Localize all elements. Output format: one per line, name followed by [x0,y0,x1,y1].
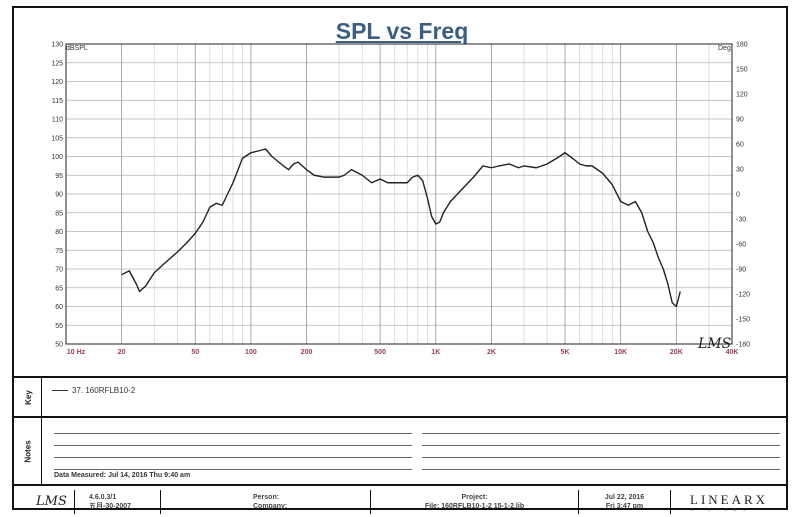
x-tick-label: 100 [245,349,257,356]
x-tick-label: 20K [670,349,683,356]
y-left-tick-label: 115 [52,98,63,105]
notes-line [54,433,412,434]
person-label: Person: [253,494,280,501]
y-left-unit-label: dBSPL [66,45,88,52]
y-left-tick-label: 90 [55,192,63,199]
y-right-tick-label: 0 [736,192,740,199]
y-right-tick-label: -30 [736,217,746,224]
linearx-logo: LINEARX [690,492,769,507]
y-left-tick-label: 80 [55,229,63,236]
y-left-tick-label: 120 [51,79,63,86]
y-right-tick-label: -120 [736,292,750,299]
y-left-tick-label: 85 [55,210,63,217]
y-left-tick-label: 95 [55,173,63,180]
y-right-tick-label: 60 [736,142,744,149]
x-tick-label: 5K [561,349,570,356]
spl-series-line [121,148,681,308]
y-left-tick-label: 65 [55,285,63,292]
notes-section-label: Notes [16,418,42,484]
notes-line [54,469,412,470]
chart-title: SPL vs Freq [335,18,469,44]
y-left-tick-label: 105 [51,135,63,142]
y-left-tick-label: 110 [52,117,63,124]
y-right-tick-label: -150 [736,317,750,324]
legend-section-label: Key [16,378,42,416]
x-tick-label: 500 [374,349,386,356]
divider-legend [14,376,786,378]
person-cell: Person: Company: [160,490,370,514]
notes-line [54,445,412,446]
date-cell: Jul 22, 2016 Fri 3:47 pm [578,490,670,514]
y-right-tick-label: 30 [736,167,744,174]
x-tick-label: 10K [614,349,627,356]
y-left-tick-label: 130 [51,42,63,49]
time-text: Fri 3:47 pm [605,503,644,510]
y-right-tick-label: -90 [736,267,746,274]
y-right-tick-label: 90 [736,117,744,124]
x-tick-label: 200 [301,349,313,356]
y-left-tick-label: 60 [55,304,63,311]
legend-section-text: Key [24,389,33,405]
linearx-sub: SYSTEMS [690,507,752,512]
project-cell: Project: File: 160RFLB10-1-2 15-1-2.lib [370,490,578,514]
notes-line [422,457,780,458]
y-left-tick-label: 55 [55,323,63,330]
y-left-tick-label: 75 [55,248,63,255]
notes-line [422,433,780,434]
brand-cell [670,490,786,514]
notes-line [54,457,412,458]
plot-border [65,43,733,345]
y-right-tick-label: 120 [736,92,748,99]
date-text: Jul 22, 2016 [604,494,645,501]
notes-line [422,469,780,470]
notes-section-text: Notes [23,439,33,463]
y-right-unit-label: Deg [718,45,731,52]
legend-swatch [52,390,68,391]
lms-watermark: LMS [697,336,731,352]
x-tick-label: 20 [118,349,126,356]
version-date-text: 五月-30-2007 [89,503,132,510]
x-tick-label: 40K [726,349,739,356]
notes-line [422,445,780,446]
data-measured-text: Data Measured: Jul 14, 2016 Thu 9:40 am [54,472,191,479]
x-tick-label: 1K [431,349,440,356]
company-label: Company: [253,503,288,510]
y-right-tick-label: 150 [736,67,748,74]
divider-footer [14,484,786,486]
divider-notes [14,416,786,418]
version-text: 4.6.0.3/1 [89,494,117,501]
y-right-tick-label: -60 [736,242,746,249]
y-left-tick-label: 50 [55,342,63,349]
x-tick-label: 10 Hz [67,349,86,356]
legend-entry: 37. 160RFLB10-2 [52,386,135,395]
legend-entry-text: 37. 160RFLB10-2 [72,386,136,395]
y-left-tick-label: 70 [55,267,63,274]
x-tick-label: 2K [487,349,496,356]
chart-sheet: SPL vs Freq 50 55 60 65 70 75 80 85 90 95 100 105 11… [12,6,788,514]
spl-chart: 50 55 60 65 70 75 80 85 90 95 100 105 110 115 120 125 13… [51,42,750,357]
y-left-tick-label: 125 [51,60,63,67]
y-left-tick-label: 100 [51,154,63,161]
project-label: Project: [461,494,488,501]
version-cell: 4.6.0.3/1 五月-30-2007 [74,490,160,514]
x-tick-label: 50 [191,349,199,356]
y-right-tick-label: 180 [736,42,748,49]
lms-logo: LMS [36,494,67,509]
y-right-tick-label: -180 [736,342,750,349]
file-text: File: 160RFLB10-1-2 15-1-2.lib [424,503,525,510]
